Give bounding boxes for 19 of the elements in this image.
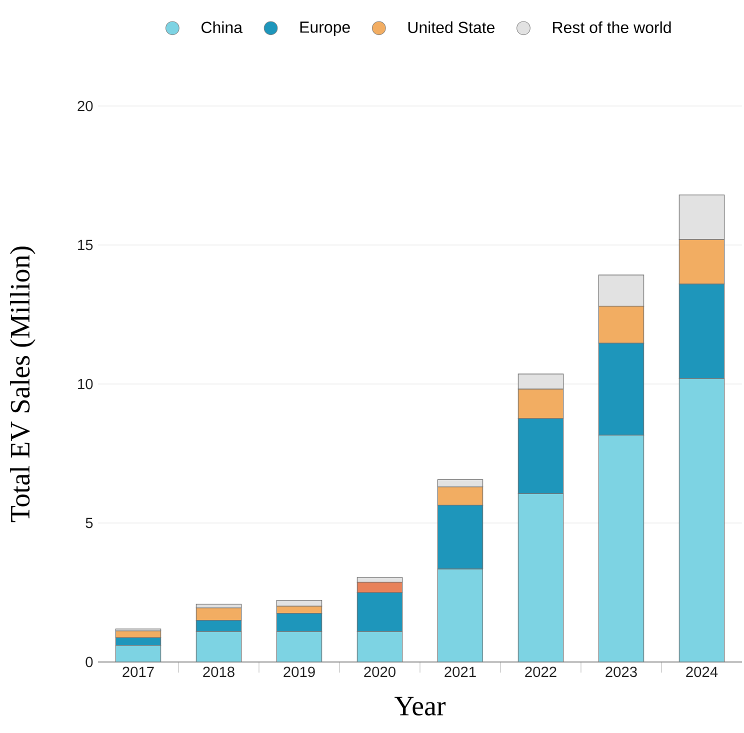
legend-label: China — [202, 21, 242, 34]
x-tick-label: 2020 — [364, 666, 396, 678]
x-axis-title: Year — [394, 696, 446, 716]
x-tick-label: 2021 — [444, 666, 476, 678]
legend-label: United State — [408, 21, 494, 34]
y-tick-label: 15 — [78, 240, 93, 250]
y-axis-title: Total EV Sales (Million) — [10, 246, 36, 522]
y-tick-label: 0 — [86, 656, 93, 668]
x-tick-label: 2017 — [122, 666, 154, 678]
y-tick-label: 10 — [78, 378, 93, 390]
y-tick-label: 5 — [86, 518, 93, 528]
legend-label: Europe — [300, 22, 350, 36]
x-tick-label: 2024 — [686, 666, 718, 678]
y-tick-label: 20 — [78, 100, 93, 112]
x-tick-label: 2022 — [525, 666, 556, 678]
legend-label: Rest of the world — [553, 21, 671, 34]
x-tick-label: 2019 — [284, 666, 315, 678]
x-tick-label: 2018 — [203, 666, 234, 678]
x-tick-label: 2023 — [606, 666, 637, 678]
